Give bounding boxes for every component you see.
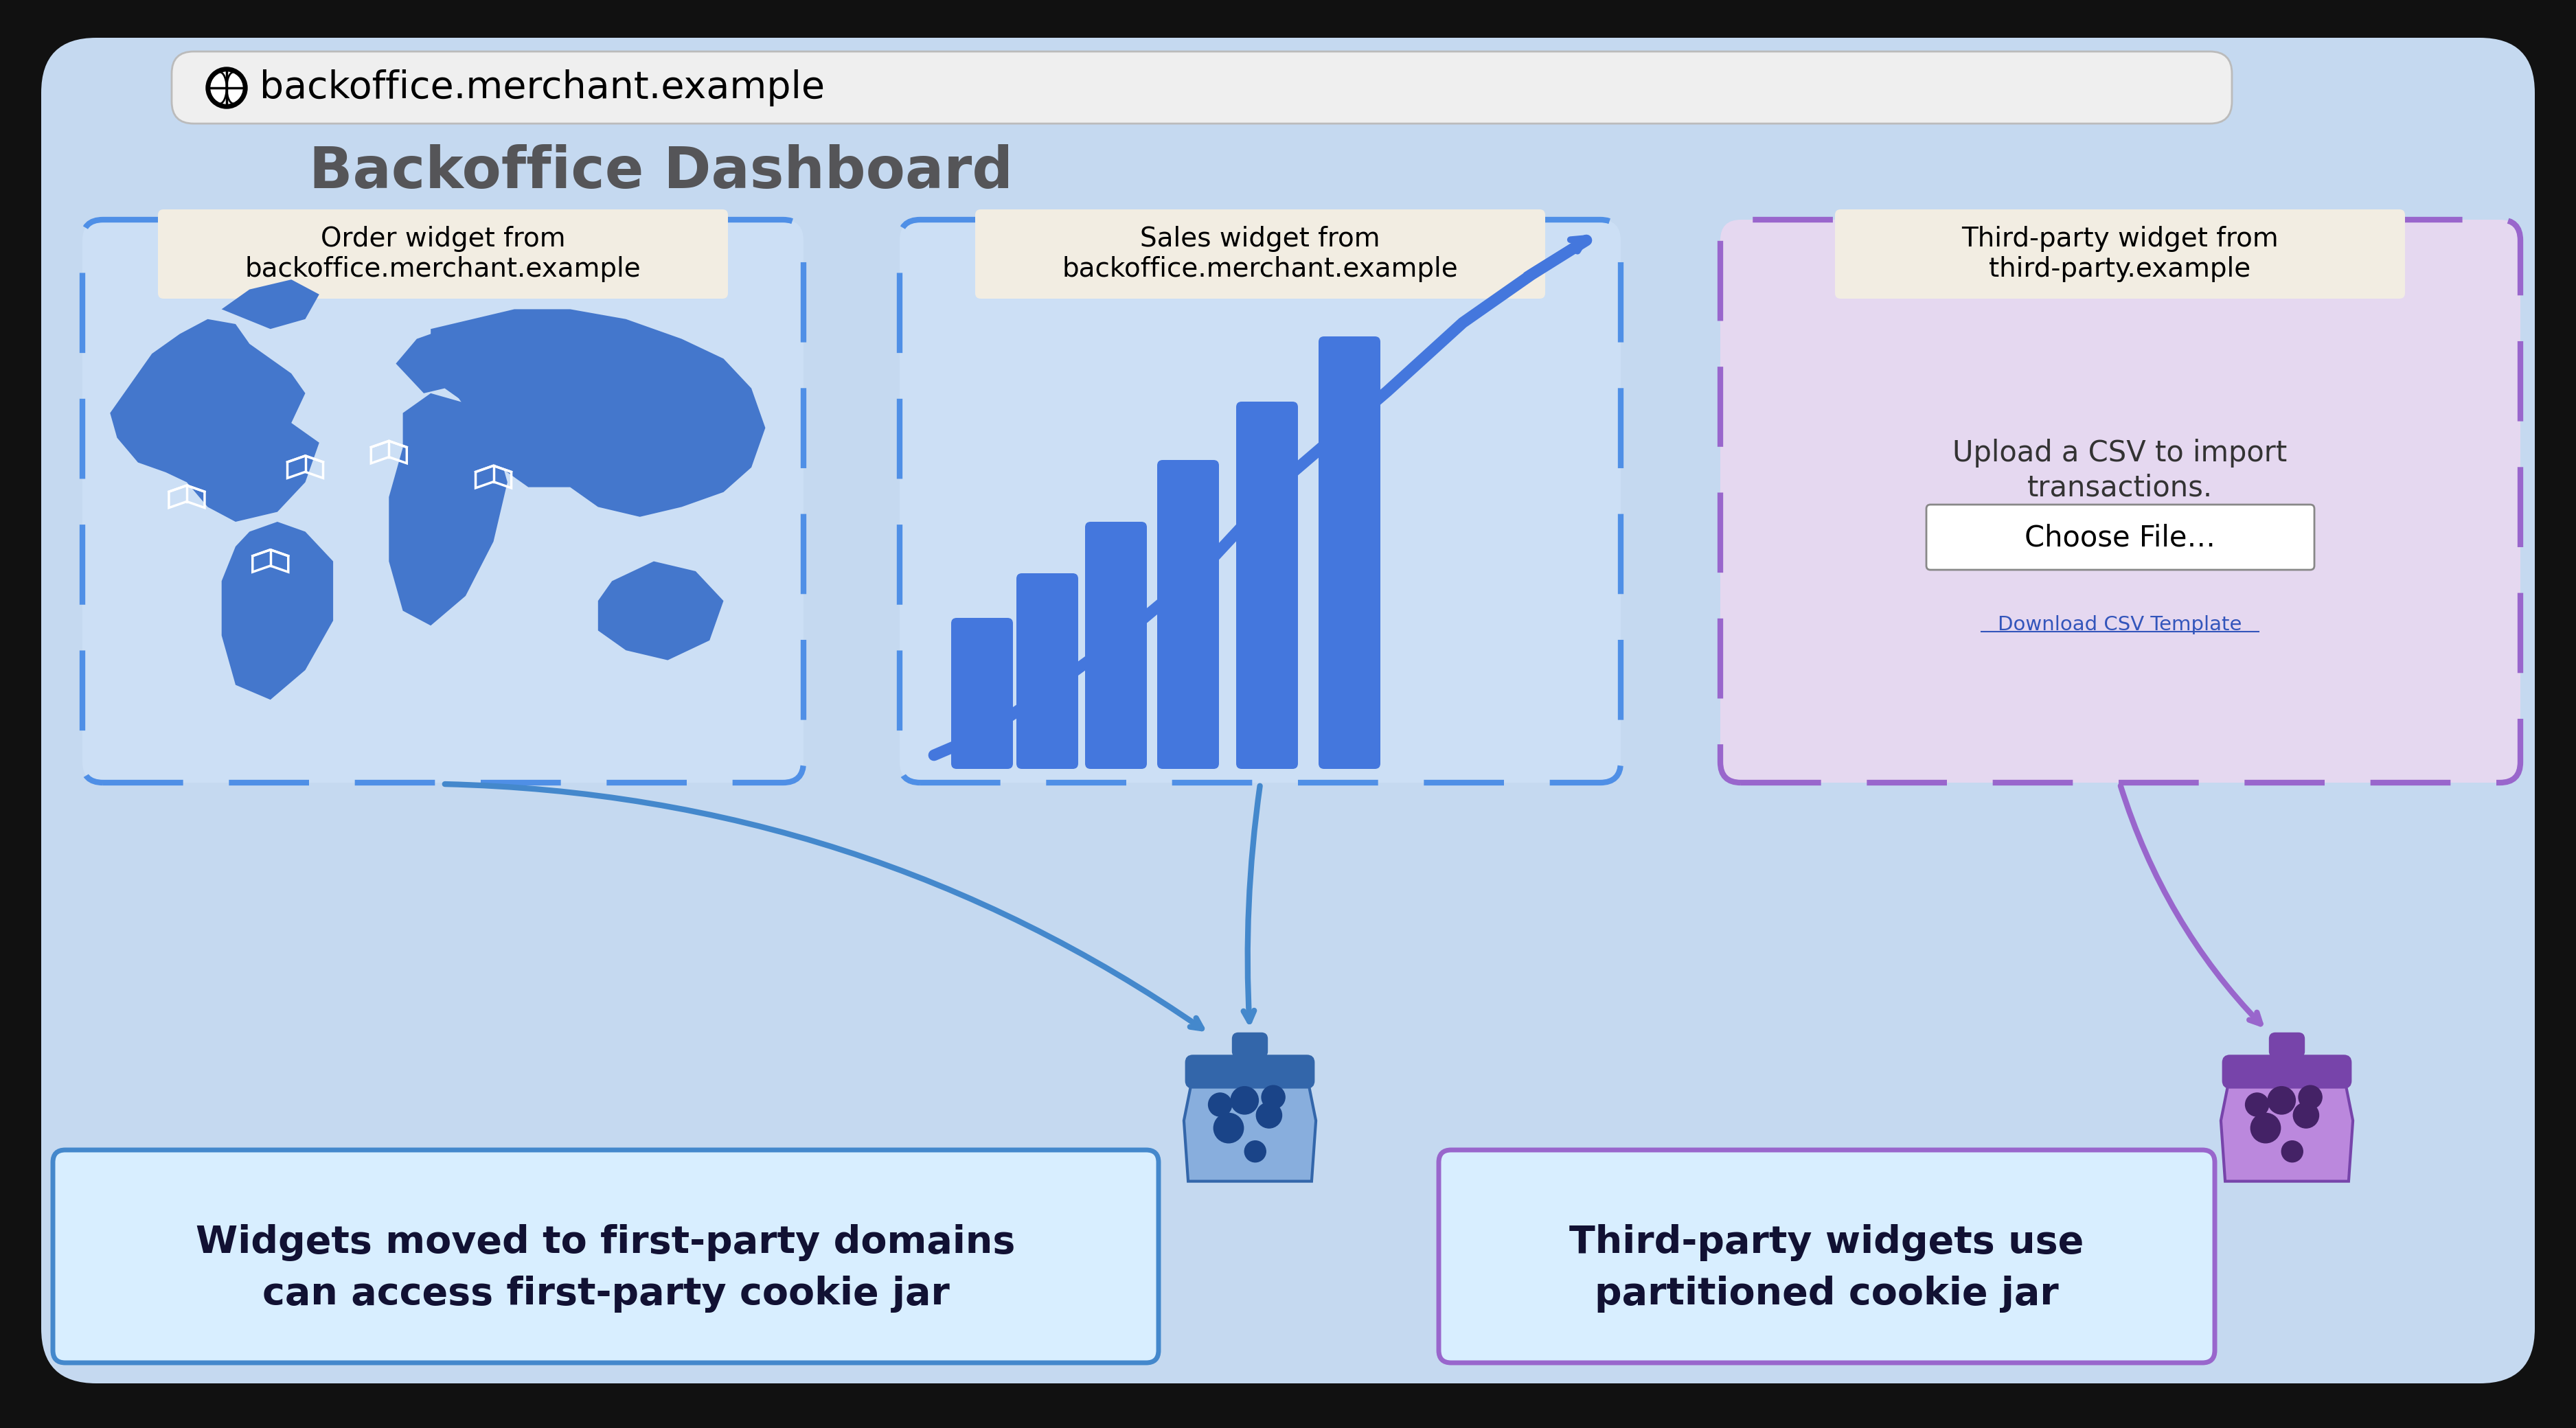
Text: backoffice.merchant.example: backoffice.merchant.example <box>245 256 641 283</box>
FancyBboxPatch shape <box>976 210 1546 298</box>
Circle shape <box>2251 1114 2280 1142</box>
Polygon shape <box>222 521 332 700</box>
FancyBboxPatch shape <box>54 1150 1159 1362</box>
Polygon shape <box>397 328 487 398</box>
Text: Upload a CSV to import: Upload a CSV to import <box>1953 438 2287 467</box>
Circle shape <box>1231 1087 1260 1114</box>
Text: Backoffice Dashboard: Backoffice Dashboard <box>309 144 1012 200</box>
FancyBboxPatch shape <box>1440 1150 2215 1362</box>
FancyBboxPatch shape <box>951 618 1012 768</box>
Text: Third-party widget from: Third-party widget from <box>1960 226 2280 251</box>
Circle shape <box>1213 1114 1244 1142</box>
FancyBboxPatch shape <box>1185 1055 1314 1088</box>
Circle shape <box>1262 1085 1285 1110</box>
Circle shape <box>211 71 242 104</box>
Circle shape <box>1244 1141 1265 1162</box>
Polygon shape <box>1185 1084 1316 1181</box>
FancyBboxPatch shape <box>1234 1034 1267 1057</box>
Text: Third-party widgets use: Third-party widgets use <box>1569 1224 2084 1261</box>
FancyBboxPatch shape <box>1319 337 1381 768</box>
FancyBboxPatch shape <box>1927 504 2313 570</box>
Text: Sales widget from: Sales widget from <box>1141 226 1381 251</box>
Circle shape <box>206 67 247 109</box>
Text: Widgets moved to first-party domains: Widgets moved to first-party domains <box>196 1224 1015 1261</box>
Circle shape <box>2282 1141 2303 1162</box>
FancyBboxPatch shape <box>1236 401 1298 768</box>
Polygon shape <box>222 280 319 328</box>
Polygon shape <box>430 310 765 517</box>
Text: transactions.: transactions. <box>2027 473 2213 501</box>
FancyBboxPatch shape <box>2269 1034 2303 1057</box>
Circle shape <box>2298 1085 2321 1110</box>
Text: Order widget from: Order widget from <box>319 226 564 251</box>
Circle shape <box>2293 1102 2318 1128</box>
FancyBboxPatch shape <box>41 37 2535 1384</box>
Polygon shape <box>111 318 319 521</box>
FancyBboxPatch shape <box>173 51 2231 124</box>
Circle shape <box>1257 1102 1283 1128</box>
FancyBboxPatch shape <box>82 220 804 783</box>
Polygon shape <box>598 561 724 660</box>
Text: backoffice.merchant.example: backoffice.merchant.example <box>260 70 824 107</box>
Text: Download CSV Template: Download CSV Template <box>1999 615 2241 634</box>
FancyBboxPatch shape <box>1721 220 2519 783</box>
Text: partitioned cookie jar: partitioned cookie jar <box>1595 1275 2058 1312</box>
FancyBboxPatch shape <box>1834 210 2406 298</box>
Text: backoffice.merchant.example: backoffice.merchant.example <box>1061 256 1458 283</box>
Circle shape <box>1208 1092 1231 1117</box>
FancyBboxPatch shape <box>157 210 729 298</box>
Polygon shape <box>2221 1084 2352 1181</box>
Text: third-party.example: third-party.example <box>1989 256 2251 283</box>
FancyBboxPatch shape <box>1084 521 1146 768</box>
FancyBboxPatch shape <box>1157 460 1218 768</box>
Circle shape <box>2267 1087 2295 1114</box>
Text: can access first-party cookie jar: can access first-party cookie jar <box>263 1275 951 1312</box>
Text: Choose File…: Choose File… <box>2025 523 2215 553</box>
FancyBboxPatch shape <box>1018 573 1079 768</box>
FancyBboxPatch shape <box>899 220 1620 783</box>
Circle shape <box>2246 1092 2269 1117</box>
Polygon shape <box>389 393 507 625</box>
FancyBboxPatch shape <box>2223 1055 2352 1088</box>
